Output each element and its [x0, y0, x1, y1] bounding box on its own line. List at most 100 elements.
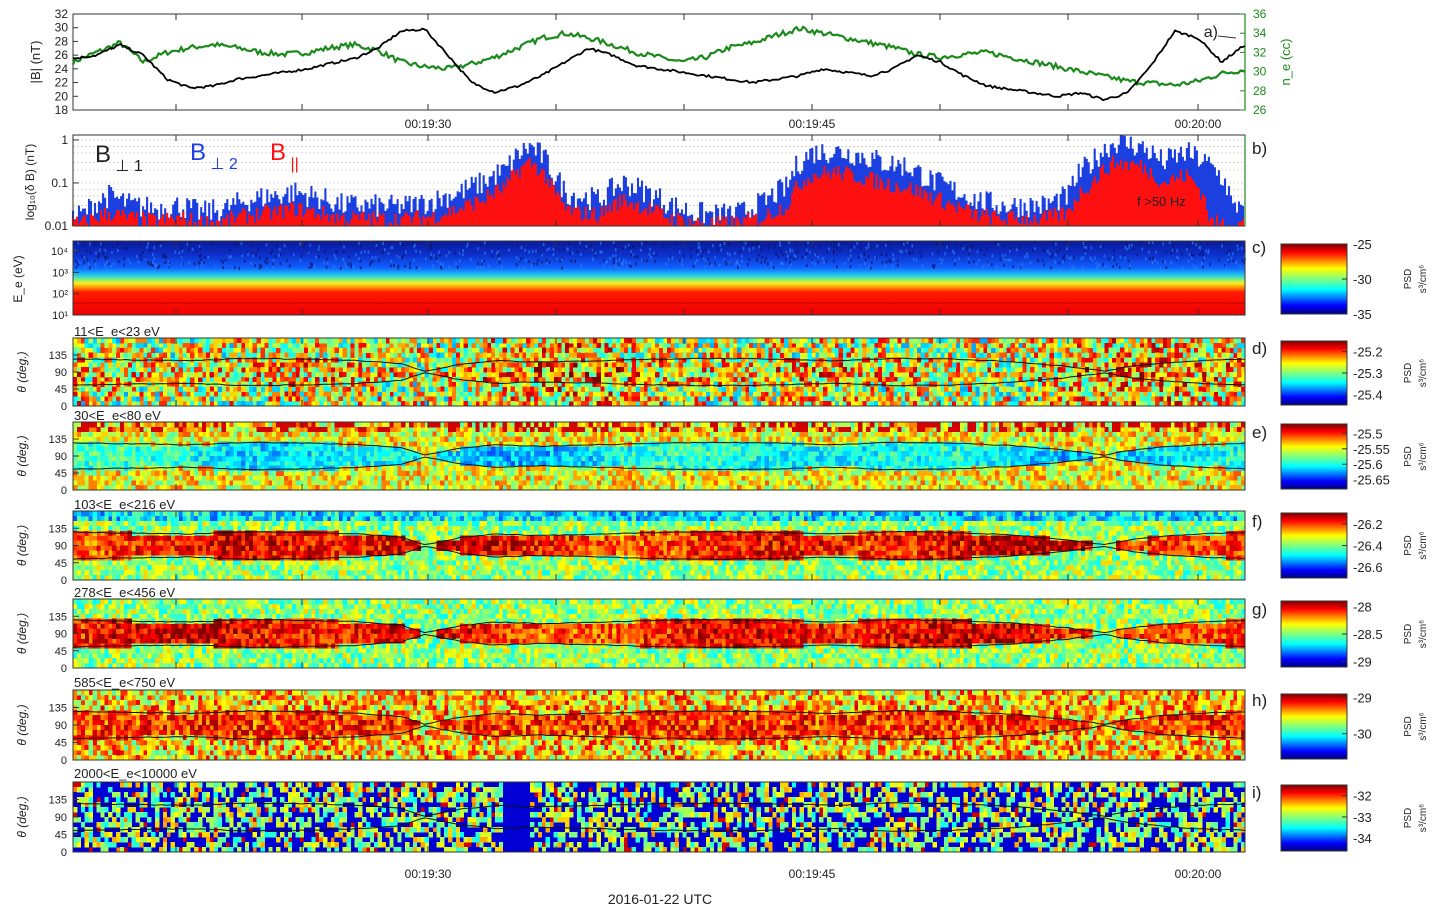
colorbar-h-label: PSD [1403, 716, 1414, 737]
panel-a-ytick-label: 20 [55, 89, 69, 103]
panel-i-ytick-label: 45 [55, 830, 67, 842]
panel-a-y2tick-label: 28 [1253, 84, 1267, 98]
panel-g-cell-group [76, 599, 1242, 669]
colorbar-f-tick-label: -26.2 [1353, 517, 1383, 532]
panel-c-ytick-label: 10⁴ [51, 246, 68, 258]
panel-g-cell-group [80, 618, 1226, 649]
colorbar-d-tick-label: -25.2 [1353, 345, 1383, 360]
colorbar-i-unit: s³/cm⁶ [1418, 804, 1429, 833]
panel-a-ytick-label: 22 [55, 76, 69, 90]
colorbar-c-unit: s³/cm⁶ [1418, 265, 1429, 294]
panel-c-ytick-label: 10³ [52, 267, 68, 279]
panel-g-cell-group [73, 618, 1246, 649]
panel-f-cell-group [73, 511, 1246, 581]
panel-a-ytick-label: 24 [55, 62, 69, 76]
panel-g-boundary-lower [72, 633, 1246, 649]
panel-c-frame [72, 240, 1246, 316]
panel-e-cell-group [76, 422, 1246, 433]
time-tick-label: 00:19:45 [789, 867, 836, 881]
panel-h-ytick-label: 45 [55, 738, 67, 750]
panel-h-cell-group [76, 690, 1246, 761]
colorbar-c-tick-label: -25 [1353, 237, 1372, 252]
panel-e-ytick-label: 45 [55, 468, 67, 480]
colorbar-g: -28 -28.5 -29 PSD s³/cm⁶ [1280, 600, 1429, 670]
panel-f-title: 103<E_e<216 eV [74, 497, 176, 512]
colorbar-g-tick-label: -29 [1353, 655, 1372, 670]
panel-a-ytick-label: 32 [55, 7, 69, 21]
colorbar-g-gradient [1280, 600, 1348, 668]
time-tick-label: 00:19:45 [789, 117, 836, 131]
panel-f-boundary-lower [72, 545, 1246, 561]
panel-e-cell-group [84, 441, 1246, 471]
panel-i-title: 2000<E_e<10000 eV [74, 766, 197, 781]
panel-e-cell-group [73, 422, 1246, 491]
panel-d-ylabel: θ (deg.) [15, 351, 29, 392]
panel-e: 0 45 90 135 θ (deg.) 30<E_e<80 eV e) [15, 408, 1267, 497]
colorbar-f-unit: s³/cm⁶ [1418, 531, 1429, 560]
colorbar-d-gradient [1280, 340, 1348, 406]
panel-f-boundary-upper [72, 530, 1246, 546]
panel-a-y2tick-label: 34 [1253, 26, 1267, 40]
panel-a-ytick-label: 18 [55, 103, 69, 117]
panel-d-cell-group [88, 338, 1234, 407]
panel-g-ytick-label: 135 [49, 611, 67, 623]
panel-d-cells [73, 338, 1246, 407]
panel-i-ytick-label: 90 [55, 812, 67, 824]
panel-h-ytick-label: 0 [61, 755, 67, 767]
panel-f-cells [73, 511, 1246, 581]
colorbar-h-unit: s³/cm⁶ [1418, 712, 1429, 741]
panel-d-cell-group [73, 338, 1246, 407]
panel-d-title: 11<E_e<23 eV [74, 324, 160, 339]
legend-subscript: ⊥ 1 [111, 158, 143, 175]
panel-c-ytick-label: 10² [52, 289, 68, 301]
panel-f-cell-group [73, 530, 1242, 561]
colorbar-h-tick-label: -29 [1353, 691, 1372, 706]
panel-a-y2tick-label: 26 [1253, 103, 1267, 117]
colorbar-c-gradient [1280, 243, 1348, 315]
panel-h-cell-group [80, 690, 1242, 761]
panel-c-streak [73, 302, 1245, 304]
panel-b-ytick-label: 1 [61, 133, 68, 147]
panel-a-ylabel: |B| (nT) [28, 41, 43, 84]
panel-g-ytick-label: 0 [61, 663, 67, 675]
legend-B: B [95, 141, 111, 168]
panel-e-cell-group [73, 422, 1246, 491]
panel-f-cell-group [73, 520, 1242, 581]
colorbar-e: -25.5-25.55-25.6-25.65 PSD s³/cm⁶ [1280, 423, 1429, 490]
legend-entry: B ⊥ 2 [190, 139, 238, 173]
panel-g-title: 278<E_e<456 eV [74, 585, 176, 600]
panel-c-ylabel: E_e (eV) [11, 255, 25, 302]
x-axis-label: 2016-01-22 UTC [608, 891, 712, 907]
panel-i-boundary-upper [72, 802, 1246, 817]
panel-i-boundary-lower [72, 817, 1246, 832]
panel-label-a: a) [1204, 24, 1218, 41]
panel-h-cell-group [76, 690, 1246, 761]
panel-d-ytick-label: 135 [49, 350, 67, 362]
colorbar-i-label: PSD [1403, 808, 1414, 829]
panel-d: 0 45 90 135 θ (deg.) 11<E_e<23 eV d) [15, 324, 1267, 413]
panel-f-ytick-label: 90 [55, 541, 67, 553]
time-tick-label: 00:20:00 [1175, 117, 1222, 131]
legend-B: B [270, 139, 286, 166]
colorbar-c-label: PSD [1403, 269, 1414, 290]
panel-i: 0 45 90 135 θ (deg.) 2000<E_e<10000 eV i) [15, 766, 1261, 859]
panel-e-boundary-lower [72, 456, 1246, 471]
legend-B: B [190, 139, 206, 166]
panel-a-y2tick-label: 30 [1253, 65, 1267, 79]
panel-h: 0 45 90 135 θ (deg.) 585<E_e<750 eV h) [15, 675, 1267, 767]
panel-d-ytick-label: 0 [61, 401, 67, 413]
colorbar-d-label: PSD [1403, 363, 1414, 384]
panel-g-cell-group [73, 599, 1234, 669]
panel-label-g: g) [1252, 600, 1267, 619]
panel-i-cell-group [73, 782, 1246, 853]
panel-b-ytick-label: 0.1 [51, 176, 68, 190]
series-area-Bpar [71, 156, 1245, 226]
colorbar-e-label: PSD [1403, 446, 1414, 467]
colorbar-d-unit: s³/cm⁶ [1418, 359, 1429, 388]
panel-h-boundary-lower [72, 725, 1246, 740]
panel-d-cell-group [84, 338, 1246, 407]
panel-f-cell-group [76, 530, 1246, 561]
legend-entry: B ⊥ 1 [95, 141, 143, 175]
colorbar-e-tick-label: -25.6 [1353, 457, 1383, 472]
